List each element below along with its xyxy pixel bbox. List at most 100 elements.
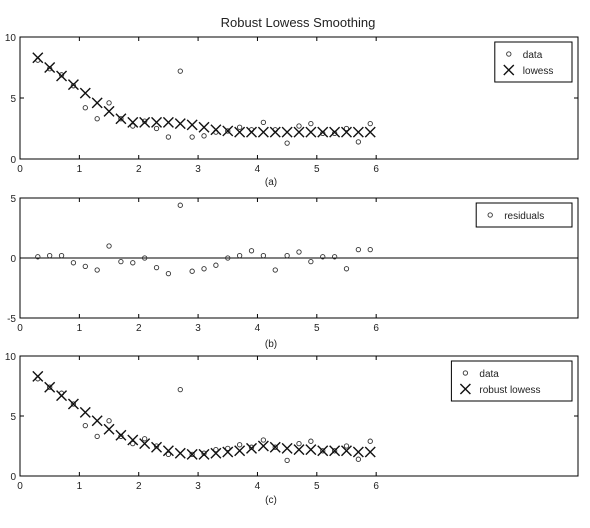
data-point xyxy=(118,433,124,440)
data-point xyxy=(118,116,124,122)
data-point xyxy=(320,254,326,260)
data-point xyxy=(142,436,148,442)
data-point xyxy=(296,440,302,447)
data-point xyxy=(248,444,255,450)
data-point xyxy=(260,119,267,126)
data-point xyxy=(94,116,100,122)
fit-point xyxy=(364,446,376,458)
data-point xyxy=(106,418,112,424)
data-point xyxy=(367,120,373,127)
fit-point xyxy=(67,79,79,91)
data-point xyxy=(177,386,183,393)
y-tick-label: 5 xyxy=(10,412,16,423)
data-point xyxy=(236,124,243,130)
fit-point xyxy=(79,406,91,418)
legend-box xyxy=(494,41,573,83)
data-point xyxy=(82,105,88,111)
fit-point xyxy=(174,118,186,130)
data-point xyxy=(153,264,160,271)
fit-point xyxy=(246,126,258,138)
subplot-label: (b) xyxy=(265,339,277,350)
fit-point xyxy=(222,125,234,137)
fit-point xyxy=(186,119,198,131)
fit-point xyxy=(352,126,364,138)
y-tick-label: 0 xyxy=(10,472,16,483)
data-point xyxy=(201,133,207,139)
data-point xyxy=(296,249,302,255)
data-point xyxy=(189,268,195,274)
x-tick-label: 6 xyxy=(373,323,379,334)
x-tick-label: 4 xyxy=(255,481,261,492)
legend-label: lowess xyxy=(523,66,554,77)
data-point xyxy=(260,437,267,443)
x-tick-label: 2 xyxy=(136,323,142,334)
data-point xyxy=(236,252,243,259)
data-point xyxy=(201,266,207,272)
fit-point xyxy=(329,126,341,138)
x-tick-label: 3 xyxy=(195,481,201,492)
legend-marker xyxy=(503,64,515,76)
data-point xyxy=(343,266,350,272)
x-tick-label: 0 xyxy=(17,164,23,175)
fit-point xyxy=(91,97,103,109)
x-tick-label: 5 xyxy=(314,323,320,334)
fit-point xyxy=(115,113,127,125)
subplot-label: (a) xyxy=(265,177,277,188)
fit-point xyxy=(162,116,174,128)
data-point xyxy=(177,202,183,208)
fit-point xyxy=(329,445,341,457)
data-point xyxy=(58,252,65,259)
data-point xyxy=(284,252,290,259)
data-point xyxy=(82,422,88,429)
x-tick-label: 1 xyxy=(77,164,83,175)
data-point xyxy=(355,139,362,145)
fit-point xyxy=(139,438,151,450)
data-point xyxy=(272,267,278,273)
legend: data lowess xyxy=(494,41,573,83)
y-tick-label: 10 xyxy=(5,33,17,44)
legend-label: residuals xyxy=(504,211,544,222)
data-point xyxy=(82,263,88,270)
data-point xyxy=(165,134,172,140)
data-point xyxy=(367,246,373,253)
legend: residuals xyxy=(475,202,573,228)
data-point xyxy=(130,260,136,266)
data-point xyxy=(153,443,160,449)
fit-point xyxy=(151,441,163,453)
fit-point xyxy=(32,370,44,382)
panel-3: 0 1 2 3 4 5 6 0 5 10 (c) data robust lowess xyxy=(5,352,579,506)
data-point xyxy=(165,270,172,277)
fit-point xyxy=(103,423,115,435)
data-point xyxy=(94,267,100,273)
fit-point xyxy=(352,446,364,458)
fit-point xyxy=(293,126,305,138)
fit-point xyxy=(103,105,115,117)
data-point xyxy=(343,443,350,449)
data-point xyxy=(130,440,136,447)
series-robust-lowess xyxy=(32,370,376,460)
fit-point xyxy=(234,126,246,138)
legend-label: data xyxy=(523,50,543,61)
data-point xyxy=(296,123,302,129)
x-tick-label: 6 xyxy=(373,164,379,175)
fit-point xyxy=(139,116,151,128)
fit-point xyxy=(91,415,103,427)
fit-point xyxy=(281,126,293,138)
panel-2: 0 1 2 3 4 5 6-505(b)residuals xyxy=(7,194,579,350)
figure-title: Robust Lowess Smoothing xyxy=(221,15,376,30)
y-tick-label: -5 xyxy=(7,314,16,325)
x-tick-label: 0 xyxy=(17,323,23,334)
data-point xyxy=(47,384,53,390)
series-residuals xyxy=(35,202,373,277)
data-point xyxy=(225,445,231,452)
data-point xyxy=(320,448,326,454)
data-point xyxy=(308,258,314,265)
x-tick-label: 4 xyxy=(255,323,261,334)
data-point xyxy=(201,450,207,456)
fit-point xyxy=(340,126,352,138)
subplot-label: (c) xyxy=(265,495,277,506)
x-tick-label: 6 xyxy=(373,481,379,492)
panel-1: 0 1 2 3 4 5 6 0 5 10 (a) data lowess xyxy=(5,33,579,188)
x-tick-label: 1 xyxy=(77,481,83,492)
